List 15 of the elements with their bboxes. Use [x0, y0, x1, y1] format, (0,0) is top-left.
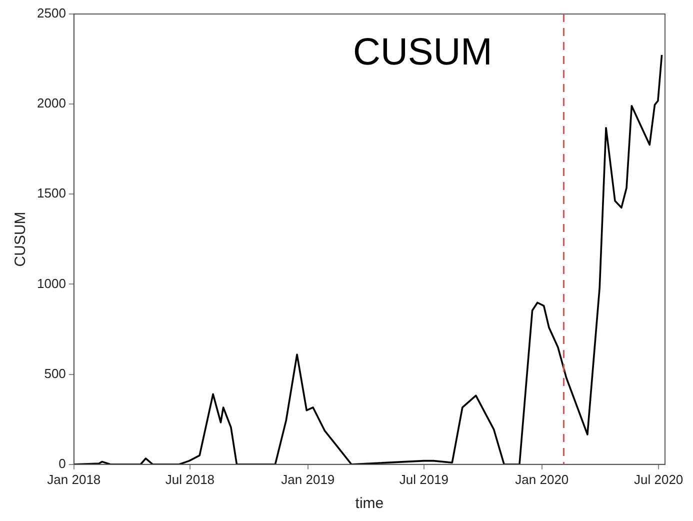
y-tick-label: 2500 [37, 6, 66, 21]
x-tick-label: Jan 2018 [47, 472, 101, 487]
x-axis-title: time [355, 495, 384, 512]
y-tick-label: 1000 [37, 276, 66, 291]
y-tick-label: 0 [58, 456, 66, 471]
y-axis-title: CUSUM [12, 212, 30, 267]
y-tick-label: 2000 [37, 96, 66, 111]
x-tick-label: Jul 2020 [634, 472, 684, 487]
x-tick-label: Jul 2018 [165, 472, 215, 487]
y-tick-label: 500 [44, 366, 66, 381]
y-tick-label: 1500 [37, 186, 66, 201]
text: CUSUM [352, 31, 492, 74]
x-tick-label: Jul 2019 [399, 472, 449, 487]
x-tick-label: Jan 2019 [281, 472, 335, 487]
x-tick-label: Jan 2020 [515, 472, 569, 487]
